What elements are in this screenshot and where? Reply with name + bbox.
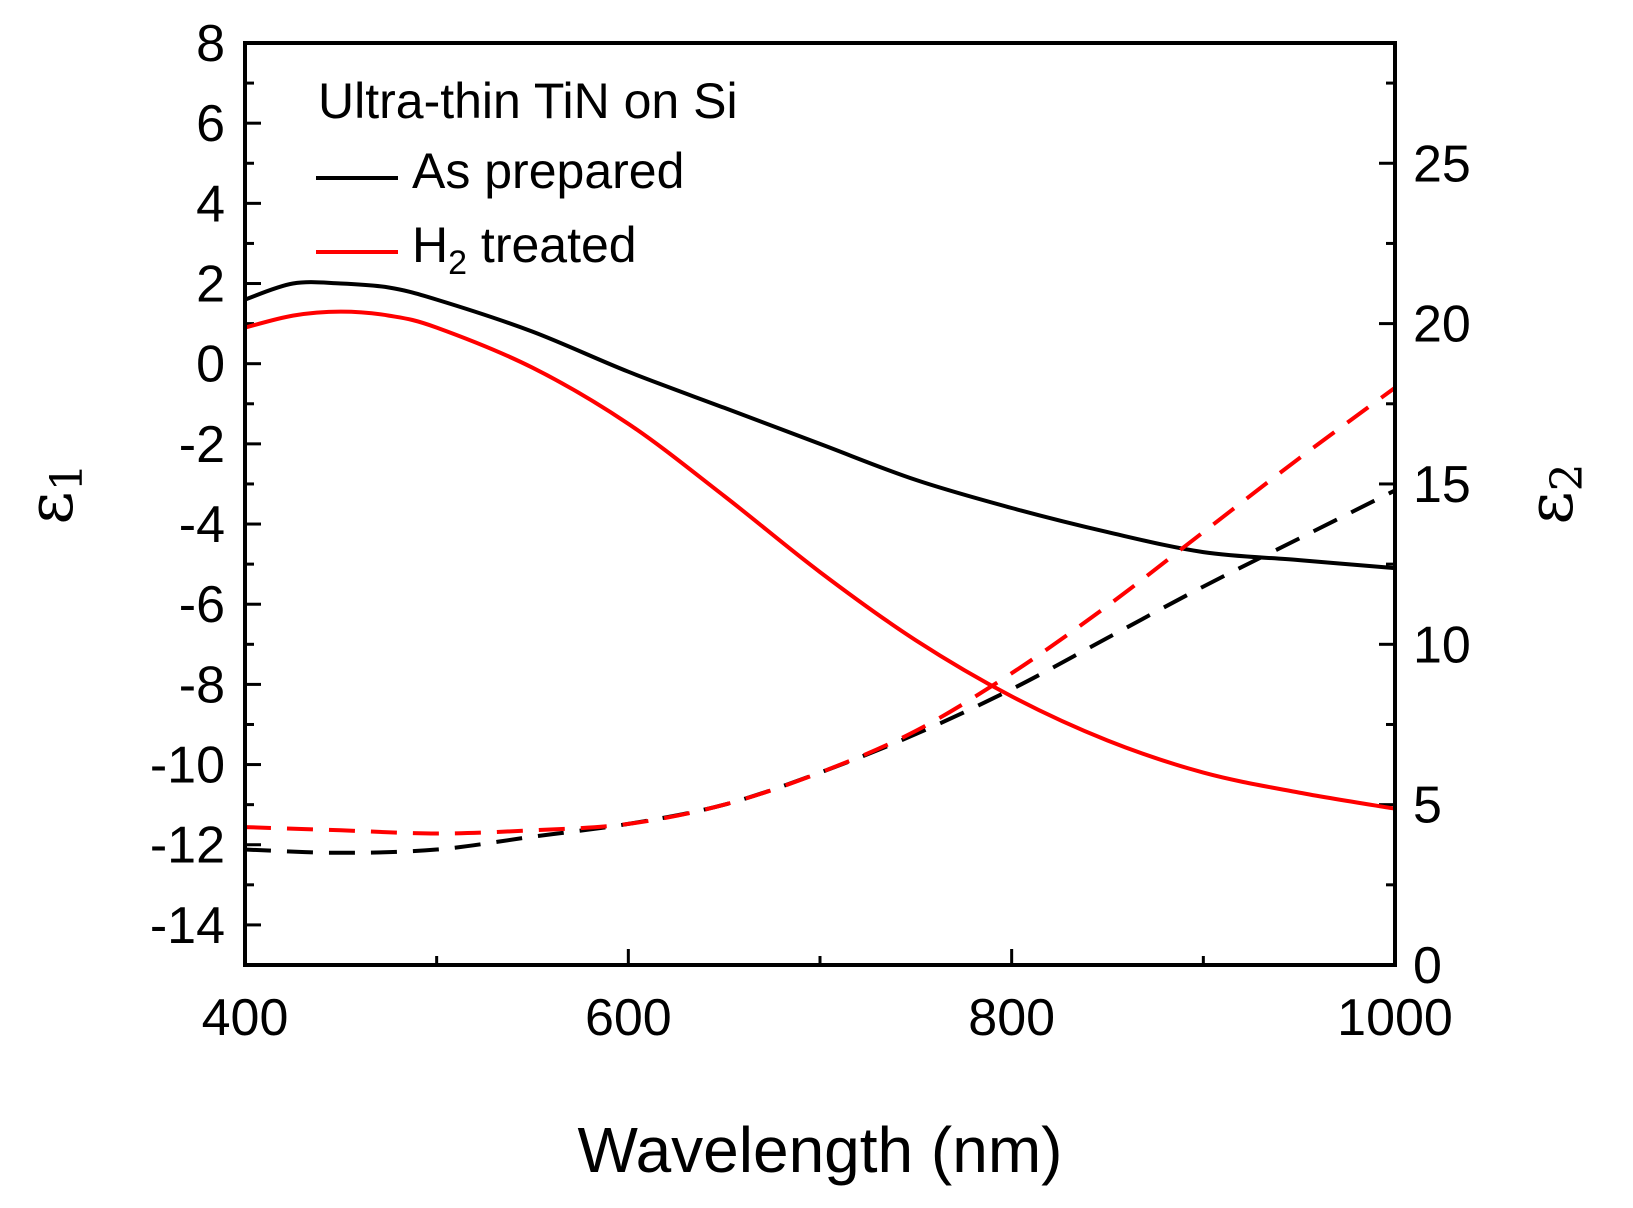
y-right-tick-label: 10	[1413, 616, 1471, 674]
y-right-tick-label: 5	[1413, 777, 1442, 835]
svg-text:ε2: ε2	[1514, 463, 1593, 524]
y-right-axis-title: ε2	[1514, 463, 1593, 524]
y-right-tick-label: 20	[1413, 296, 1471, 354]
y-left-tick-label: 6	[196, 95, 225, 153]
legend-title: Ultra-thin TiN on Si	[318, 73, 738, 129]
y-left-tick-label: -10	[150, 737, 225, 795]
x-tick-label: 800	[968, 989, 1055, 1047]
y-left-symbol: ε	[14, 491, 88, 524]
y-left-tick-label: 4	[196, 175, 225, 233]
y-right-symbol: ε	[1514, 491, 1588, 524]
y-left-subscript: 1	[42, 463, 93, 491]
series-line-1	[244, 309, 1396, 811]
legend: Ultra-thin TiN on Si As prepared H2 trea…	[316, 73, 738, 282]
y-left-tick-label: 0	[196, 336, 225, 394]
y-left-tick-label: -12	[150, 817, 225, 875]
y-left-axis-title: ε1	[14, 463, 93, 524]
y-left-tick-label: 8	[196, 15, 225, 73]
y-left-tick-label: -14	[150, 897, 225, 955]
x-axis-title: Wavelength (nm)	[578, 1114, 1063, 1186]
tick-labels-layer: 400 600 800 100086420-2-4-6-8-10-12-1425201…	[150, 15, 1471, 1047]
x-tick-label: 1000	[1337, 989, 1453, 1047]
legend-h-suffix: treated	[467, 217, 637, 273]
legend-label-h2-treated: H2 treated	[412, 217, 637, 282]
y-right-subscript: 2	[1542, 463, 1593, 491]
svg-text:ε1: ε1	[14, 463, 93, 524]
legend-h-subscript: 2	[448, 244, 467, 282]
y-left-tick-label: 2	[196, 256, 225, 314]
series-layer	[244, 280, 1397, 855]
y-left-tick-label: -6	[179, 576, 225, 634]
series-line-2	[244, 488, 1396, 855]
legend-label-as-prepared: As prepared	[412, 143, 684, 199]
y-left-tick-label: -4	[179, 496, 225, 554]
y-right-tick-label: 0	[1413, 937, 1442, 995]
series-line-3	[244, 386, 1397, 836]
x-tick-label: 400	[202, 989, 289, 1047]
plot-frame	[243, 41, 1397, 967]
x-tick-label: 600	[585, 989, 672, 1047]
series-line-0	[244, 280, 1396, 571]
y-right-tick-label: 15	[1413, 456, 1471, 514]
y-left-tick-label: -2	[179, 416, 225, 474]
legend-h-symbol: H	[412, 217, 448, 273]
y-left-tick-label: -8	[179, 656, 225, 714]
y-right-tick-label: 25	[1413, 135, 1471, 193]
